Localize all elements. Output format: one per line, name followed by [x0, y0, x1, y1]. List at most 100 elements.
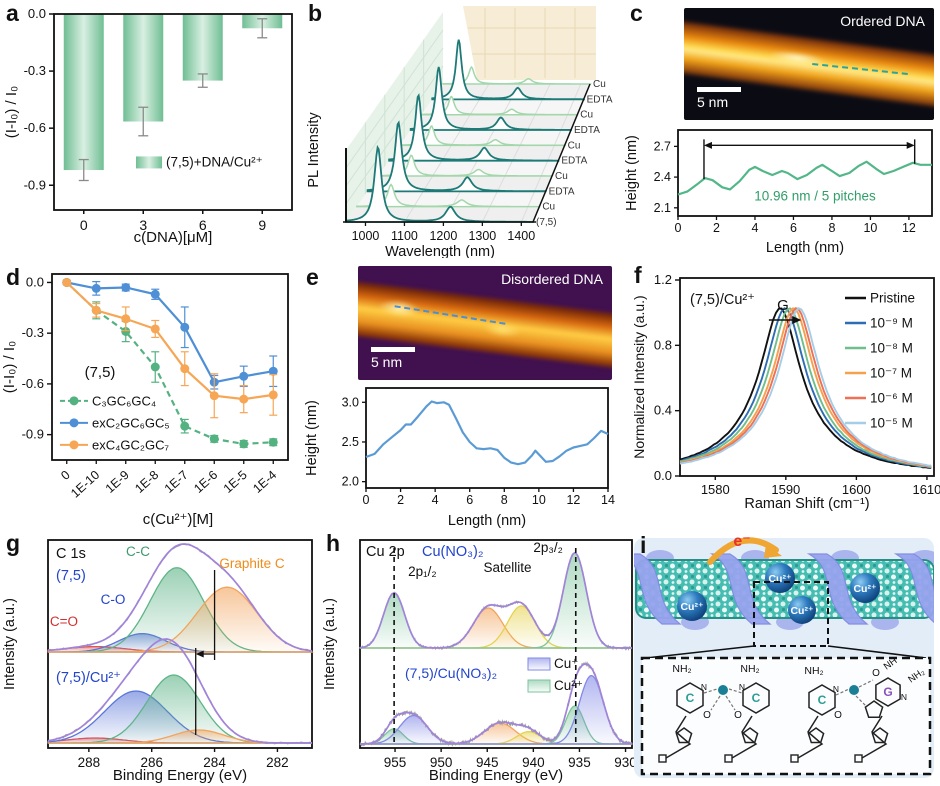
svg-text:1400: 1400: [507, 229, 535, 243]
xps-cu2p-chart: 955 950 945 940 935 930 Cu 2p Cu(NO₃)₂ 2p₁/₂ Sate…: [322, 539, 637, 784]
svg-text:C 1s: C 1s: [56, 546, 86, 562]
scalebar-label: 5 nm: [697, 94, 729, 110]
panel-c: c Ordered DNA 5 nm 0 2 4 6 8 10 12 2.1 2.4 2.7 10.…: [620, 0, 940, 258]
svg-text:1.2: 1.2: [654, 272, 672, 287]
svg-text:c(DNA)[μM]: c(DNA)[μM]: [134, 229, 213, 246]
waterfall-pl-spectra: Cu EDTA Cu EDTA Cu EDTA Cu EDTA Cu (7,5) 1000 1100 1…: [306, 6, 613, 258]
svg-text:1600: 1600: [842, 482, 871, 497]
panel-b: b Cu EDTA Cu EDTA Cu EDTA Cu EDTA Cu (7,5) 1000 110…: [300, 0, 620, 258]
svg-text:10: 10: [863, 221, 877, 235]
svg-text:2: 2: [397, 493, 404, 507]
svg-text:Cu: Cu: [542, 202, 555, 213]
svg-text:G: G: [883, 685, 892, 699]
svg-text:1E-10: 1E-10: [68, 468, 102, 501]
svg-text:(7,5)/Cu²⁺: (7,5)/Cu²⁺: [56, 670, 121, 686]
svg-text:EDTA: EDTA: [574, 125, 600, 136]
svg-text:2.0: 2.0: [342, 475, 359, 489]
xps-c1s-chart: 288 286 284 282 C 1s (7,5) C-C C-O C=O Graphite C…: [2, 539, 314, 784]
svg-text:-0.3: -0.3: [22, 325, 44, 340]
svg-text:(7,5)/Cu(NO₃)₂: (7,5)/Cu(NO₃)₂: [405, 665, 497, 681]
svg-text:C=O: C=O: [50, 614, 78, 629]
svg-text:2p₁/₂: 2p₁/₂: [408, 564, 437, 579]
svg-text:2.4: 2.4: [654, 170, 671, 184]
svg-text:Cu 2p: Cu 2p: [366, 544, 405, 560]
panel-h: h 955 950 945 940 935 930 Cu 2p Cu(NO₃)₂ 2p₁/₂ Sa…: [320, 530, 640, 786]
svg-text:Wavelength (nm): Wavelength (nm): [385, 244, 495, 258]
svg-text:Graphite C: Graphite C: [219, 556, 285, 571]
svg-text:10⁻⁶ M: 10⁻⁶ M: [870, 391, 913, 406]
panel-letter-a: a: [6, 0, 19, 26]
svg-text:C-O: C-O: [101, 592, 126, 607]
svg-text:10⁻⁵ M: 10⁻⁵ M: [870, 416, 913, 431]
svg-text:Cu²⁺: Cu²⁺: [790, 605, 813, 617]
svg-text:1100: 1100: [391, 229, 418, 243]
scalebar-bar: [697, 87, 741, 92]
svg-text:O: O: [734, 710, 742, 721]
svg-text:945: 945: [476, 755, 499, 770]
svg-text:14: 14: [601, 493, 615, 507]
bar-chart-pl-quench-vs-dna: 0 3 6 9 0.0 -0.3 -0.6 -0.9 (7,5)+DNA/Cu²⁺ c(DNA)[…: [3, 6, 293, 246]
svg-text:Length (nm): Length (nm): [448, 513, 526, 529]
svg-text:2.7: 2.7: [654, 139, 671, 153]
svg-text:Cu: Cu: [555, 171, 568, 182]
svg-text:0.4: 0.4: [654, 403, 672, 418]
svg-text:EDTA: EDTA: [549, 186, 575, 197]
svg-text:-0.3: -0.3: [24, 63, 46, 78]
panel-a: a 0 3 6 9 0.0 -0.3 -0.6 -0.9 (7,5)+DNA/Cu²⁺ c(DNA…: [0, 0, 300, 258]
svg-text:940: 940: [522, 755, 545, 770]
svg-text:1E-8: 1E-8: [132, 468, 161, 496]
svg-text:1300: 1300: [468, 229, 496, 243]
svg-text:935: 935: [568, 755, 591, 770]
svg-text:Cu⁺: Cu⁺: [554, 656, 578, 671]
svg-text:6: 6: [466, 493, 473, 507]
svg-text:282: 282: [266, 755, 289, 770]
panel-letter-e: e: [306, 264, 319, 290]
scalebar-label: 5 nm: [371, 354, 403, 370]
panel-letter-i: i: [640, 532, 647, 558]
svg-text:(7,5): (7,5): [56, 568, 86, 584]
svg-text:NH₂: NH₂: [804, 665, 823, 677]
svg-text:Height (nm): Height (nm): [304, 400, 320, 476]
svg-text:12: 12: [566, 493, 580, 507]
svg-text:6: 6: [790, 221, 797, 235]
svg-text:Normalized Intensity (a.u.): Normalized Intensity (a.u.): [631, 295, 647, 458]
svg-text:1E-6: 1E-6: [191, 468, 220, 496]
svg-text:C: C: [818, 693, 827, 707]
svg-text:PL Intensity: PL Intensity: [306, 112, 322, 188]
svg-text:955: 955: [384, 755, 407, 770]
svg-text:1E-4: 1E-4: [250, 468, 279, 496]
afm-label-disordered: Disordered DNA: [501, 271, 603, 287]
svg-text:288: 288: [78, 755, 101, 770]
svg-text:N: N: [901, 692, 907, 702]
svg-text:3: 3: [139, 217, 147, 233]
svg-text:c(Cu²⁺)[M]: c(Cu²⁺)[M]: [143, 511, 213, 528]
svg-text:C-C: C-C: [126, 544, 150, 559]
svg-text:Cu: Cu: [593, 79, 606, 90]
panel-i: i Cu²⁺ Cu²⁺ Cu²⁺ Cu²⁺ e⁻ C C NH₂ NH₂ O O N N C G NH₂ NH N…: [630, 530, 940, 786]
scalebar: 5 nm: [697, 87, 741, 112]
panel-letter-f: f: [634, 262, 642, 288]
svg-text:10⁻⁷ M: 10⁻⁷ M: [870, 366, 912, 381]
panel-letter-d: d: [6, 264, 21, 290]
svg-text:N: N: [701, 682, 707, 692]
svg-text:Cu²⁺: Cu²⁺: [768, 573, 791, 585]
svg-text:930: 930: [614, 755, 637, 770]
raman-spectra-chart: 1580 1590 1600 1610 0.0 0.4 0.8 1.2 (7,5)/Cu²⁺ G P…: [631, 272, 940, 512]
svg-text:0: 0: [363, 493, 370, 507]
svg-text:0: 0: [80, 217, 88, 233]
svg-text:Binding Energy (eV): Binding Energy (eV): [113, 767, 247, 784]
svg-text:O: O: [703, 710, 711, 721]
svg-text:10.96 nm / 5 pitches: 10.96 nm / 5 pitches: [754, 189, 876, 204]
panel-g: g 288 286 284 282 C 1s (7,5) C-C C-O C=O Graphite…: [0, 530, 320, 786]
afm-label-ordered: Ordered DNA: [840, 13, 925, 29]
svg-text:(7,5)/Cu²⁺: (7,5)/Cu²⁺: [690, 292, 755, 308]
svg-text:O: O: [872, 668, 880, 679]
svg-text:286: 286: [140, 755, 163, 770]
svg-text:1590: 1590: [771, 482, 800, 497]
svg-text:(7,5): (7,5): [85, 364, 116, 381]
svg-text:-0.6: -0.6: [24, 120, 46, 135]
svg-text:12: 12: [902, 221, 916, 235]
svg-text:Satellite: Satellite: [484, 560, 532, 575]
